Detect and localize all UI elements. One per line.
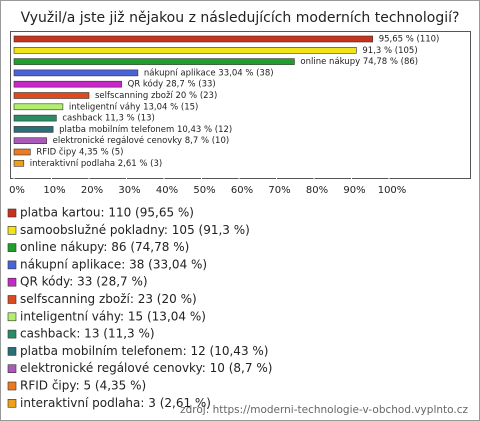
value-label: RFID čipy 4,35 % (5) <box>36 147 123 158</box>
legend-swatch <box>7 347 17 356</box>
legend-label: samoobslužné pokladny: 105 (91,3 %) <box>20 223 250 237</box>
source: zdroj: https://moderni-technologie-v-obc… <box>180 404 468 416</box>
legend-swatch <box>7 329 17 339</box>
x-tick-label: 40% <box>156 185 178 196</box>
legend-swatch <box>7 295 17 304</box>
value-label: interaktivní podlaha 2,61 % (3) <box>30 159 162 169</box>
value-label: cashback 11,3 % (13) <box>62 114 154 124</box>
legend-label: RFID čipy: 5 (4,35 %) <box>20 379 146 393</box>
value-label: selfscanning zboží 20 % (23) <box>95 91 217 101</box>
legend-label: QR kódy: 33 (28,7 %) <box>20 275 148 289</box>
legend-swatch <box>7 364 17 374</box>
bar <box>13 69 139 77</box>
x-tick-label: 10% <box>43 185 65 196</box>
legend-label: interaktivní podlaha: 3 (2,61 %) <box>20 396 211 410</box>
legend-label: nákupní aplikace: 38 (33,04 %) <box>20 257 207 271</box>
x-tick-label: 20% <box>81 185 103 196</box>
legend-swatch <box>7 243 17 252</box>
value-label: platba mobilním telefonem 10,43 % (12) <box>59 125 232 135</box>
legend-label: online nákupy: 86 (74,78 %) <box>20 240 189 254</box>
value-label: online nákupy 74,78 % (86) <box>300 57 418 67</box>
chart-title: Využil/a jste již nějakou z následujícíc… <box>21 10 460 26</box>
bar <box>13 35 373 43</box>
x-tick-label: 70% <box>268 185 290 196</box>
bar <box>13 58 295 65</box>
legend-label: platba mobilním telefonem: 12 (10,43 %) <box>20 344 268 358</box>
plot-frame <box>10 31 471 179</box>
value-label: 95,65 % (110) <box>379 35 440 45</box>
legend-label: inteligentní váhy: 15 (13,04 %) <box>20 309 206 323</box>
legend-swatch <box>7 208 17 218</box>
value-label: 91,3 % (105) <box>362 46 417 56</box>
legend-label: elektronické regálové cenovky: 10 (8,7 %… <box>20 361 272 375</box>
legend-swatch <box>7 226 17 235</box>
bar <box>13 160 25 167</box>
bar <box>13 46 357 54</box>
legend-label: platba kartou: 110 (95,65 %) <box>20 206 194 220</box>
x-tick-label: 60% <box>231 185 253 196</box>
x-tick-label: 50% <box>193 185 215 196</box>
legend-swatch <box>7 398 17 408</box>
legend-swatch <box>7 312 17 322</box>
x-tick-label: 0% <box>9 185 25 196</box>
bar <box>13 148 31 156</box>
x-tick-label: 30% <box>118 185 140 196</box>
value-label: nákupní aplikace 33,04 % (38) <box>144 68 274 78</box>
x-tick-label: 90% <box>343 185 365 196</box>
legend-label: selfscanning zboží: 23 (20 %) <box>20 292 197 306</box>
bar <box>13 114 57 122</box>
legend-label: cashback: 13 (11,3 %) <box>20 327 155 341</box>
legend-swatch <box>7 381 17 391</box>
x-tick-label: 80% <box>306 185 328 196</box>
bar <box>13 80 122 88</box>
value-label: elektronické regálové cenovky 8,7 % (10) <box>53 135 230 146</box>
bar <box>13 126 54 133</box>
bar <box>13 137 47 144</box>
legend-swatch <box>7 260 17 270</box>
x-tick-label: 100% <box>378 185 407 196</box>
bar <box>13 92 90 99</box>
bar <box>13 103 64 111</box>
legend-swatch <box>7 277 17 287</box>
value-label: QR kódy 28,7 % (33) <box>128 79 216 90</box>
value-label: inteligentní váhy 13,04 % (15) <box>69 102 198 112</box>
